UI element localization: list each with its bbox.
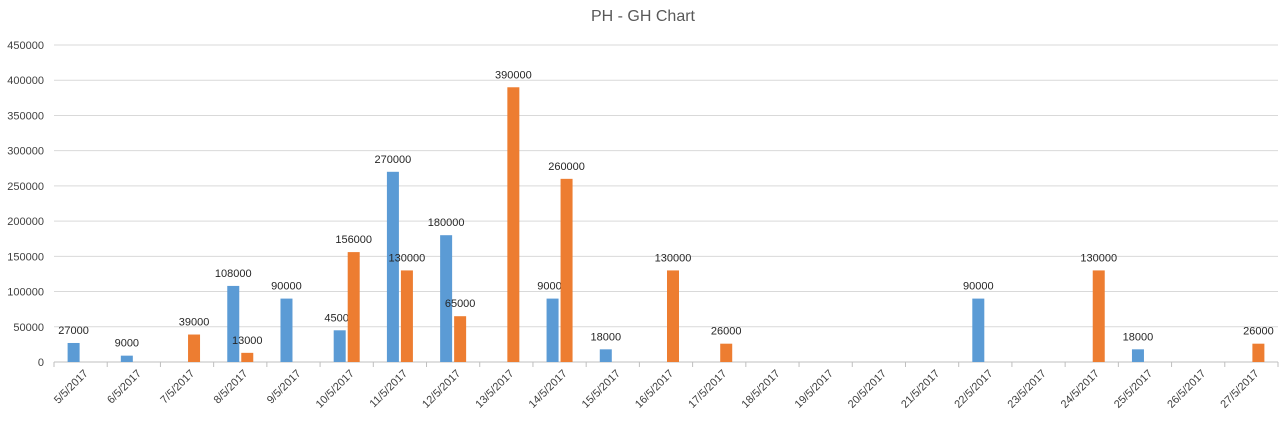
data-label: 108000	[215, 268, 252, 280]
bar	[599, 349, 612, 362]
y-tick-label: 350000	[7, 110, 44, 122]
x-tick-label: 24/5/2017	[1059, 368, 1102, 411]
bar	[241, 352, 254, 362]
y-tick-label: 250000	[7, 181, 44, 193]
y-tick-label: 50000	[13, 322, 44, 334]
x-tick-label: 5/5/2017	[52, 368, 91, 407]
bar	[1252, 343, 1265, 362]
bar	[546, 298, 559, 362]
data-label: 13000	[232, 335, 263, 347]
x-tick-label: 15/5/2017	[580, 368, 623, 411]
y-tick-label: 0	[38, 357, 44, 369]
bar	[1092, 270, 1105, 362]
bar	[1131, 349, 1144, 362]
y-tick-label: 300000	[7, 146, 44, 158]
bar	[400, 270, 413, 362]
x-tick-label: 13/5/2017	[473, 368, 516, 411]
data-label: 9000	[115, 338, 139, 350]
x-tick-label: 6/5/2017	[105, 368, 144, 407]
data-label: 180000	[428, 217, 465, 229]
x-tick-label: 9/5/2017	[265, 368, 304, 407]
bar	[972, 298, 985, 362]
data-label: 90000	[537, 281, 568, 293]
data-label: 90000	[271, 281, 302, 293]
x-tick-label: 26/5/2017	[1165, 368, 1208, 411]
bar	[227, 285, 240, 362]
bar	[67, 342, 80, 362]
bar	[120, 355, 133, 362]
data-label: 26000	[1243, 326, 1274, 338]
bar	[347, 252, 360, 362]
x-tick-label: 8/5/2017	[212, 368, 251, 407]
bar	[386, 171, 399, 362]
x-tick-label: 11/5/2017	[368, 368, 411, 411]
y-tick-label: 150000	[7, 251, 44, 263]
bar	[560, 178, 573, 362]
data-label: 27000	[58, 325, 89, 337]
x-tick-label: 21/5/2017	[899, 368, 942, 411]
y-tick-label: 100000	[7, 287, 44, 299]
x-tick-label: 27/5/2017	[1218, 368, 1261, 411]
x-tick-label: 18/5/2017	[739, 368, 782, 411]
bar	[507, 87, 520, 363]
data-label: 90000	[963, 281, 994, 293]
data-label: 130000	[389, 252, 426, 264]
x-tick-label: 19/5/2017	[793, 368, 836, 411]
data-label: 18000	[590, 331, 621, 343]
data-label: 18000	[1123, 331, 1154, 343]
data-label: 65000	[445, 298, 476, 310]
data-label: 270000	[375, 154, 412, 166]
data-label: 26000	[711, 326, 742, 338]
x-tick-label: 17/5/2017	[686, 368, 729, 411]
bar	[333, 330, 346, 362]
data-label: 156000	[335, 234, 372, 246]
x-tick-label: 22/5/2017	[952, 368, 995, 411]
data-label: 130000	[655, 252, 692, 264]
y-tick-label: 450000	[7, 40, 44, 52]
x-tick-label: 25/5/2017	[1112, 368, 1155, 411]
y-tick-label: 200000	[7, 216, 44, 228]
x-tick-label: 12/5/2017	[420, 368, 463, 411]
data-label: 260000	[548, 161, 585, 173]
bar	[280, 298, 293, 362]
x-tick-label: 7/5/2017	[158, 368, 197, 407]
data-label: 39000	[179, 317, 210, 329]
data-label: 130000	[1080, 252, 1117, 264]
x-tick-label: 23/5/2017	[1006, 368, 1049, 411]
y-tick-label: 400000	[7, 75, 44, 87]
x-tick-label: 20/5/2017	[846, 368, 889, 411]
bar	[454, 316, 467, 362]
bar	[667, 270, 679, 362]
bar	[440, 235, 453, 362]
x-tick-label: 14/5/2017	[527, 368, 570, 411]
chart-title: PH - GH Chart	[590, 8, 695, 25]
data-label: 45000	[324, 312, 355, 324]
x-tick-label: 16/5/2017	[633, 368, 676, 411]
bar	[188, 334, 201, 362]
x-tick-label: 10/5/2017	[314, 368, 357, 411]
bar	[720, 343, 733, 362]
data-label: 390000	[495, 69, 532, 81]
